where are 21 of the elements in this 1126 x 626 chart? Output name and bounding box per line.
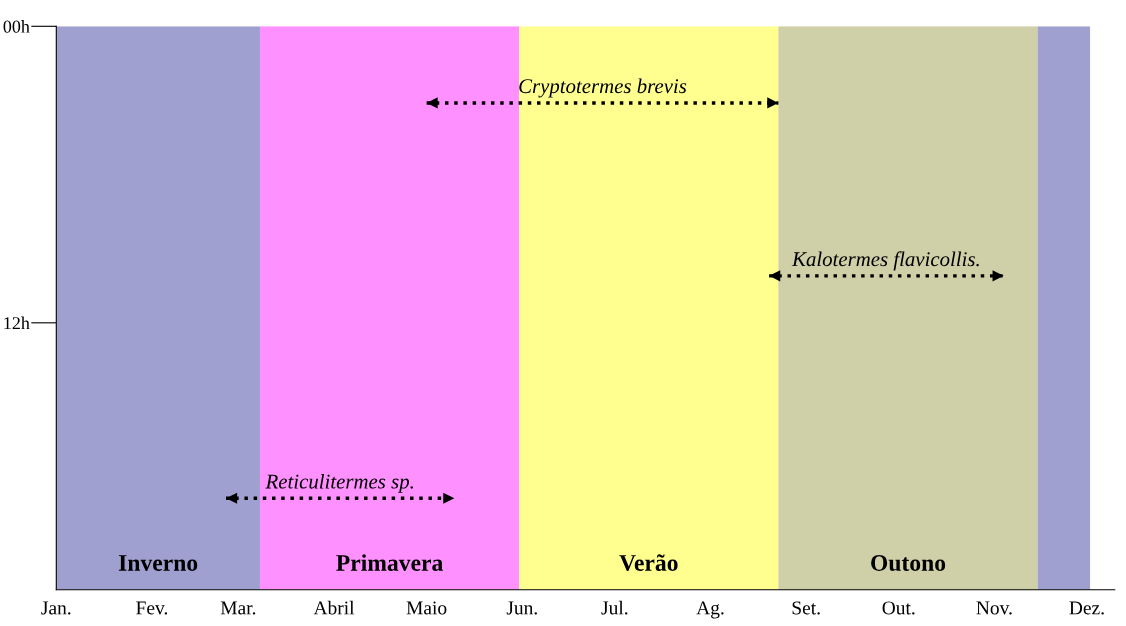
band-label: Inverno <box>118 555 198 571</box>
x-tick-label: Maio <box>406 601 447 615</box>
band-label: Primavera <box>336 554 443 571</box>
series-label: Cryptotermes brevis <box>519 78 687 98</box>
x-tick-label: Fev. <box>136 601 168 615</box>
y-tick-label: 12h <box>4 316 30 330</box>
x-tick-label: Jun. <box>506 601 537 615</box>
x-tick-label: Set. <box>792 601 820 615</box>
band-label: Verão <box>619 554 678 572</box>
series-label: Reticulitermes sp. <box>265 473 413 493</box>
x-tick-label: Mar. <box>220 601 256 615</box>
x-tick-label: Jan. <box>41 601 71 615</box>
series-label: Kalotermes flavicollis. <box>791 251 979 271</box>
x-tick-label: Nov. <box>976 601 1012 615</box>
x-tick-label: Dez. <box>1069 601 1104 615</box>
y-tick-label: 00h <box>3 20 30 33</box>
x-tick-label: Jul. <box>601 600 628 615</box>
band-label: Outono <box>871 555 946 571</box>
x-tick-label: Ag. <box>696 601 724 619</box>
x-tick-label: Out. <box>882 601 915 615</box>
x-tick-label: Abril <box>313 600 355 615</box>
